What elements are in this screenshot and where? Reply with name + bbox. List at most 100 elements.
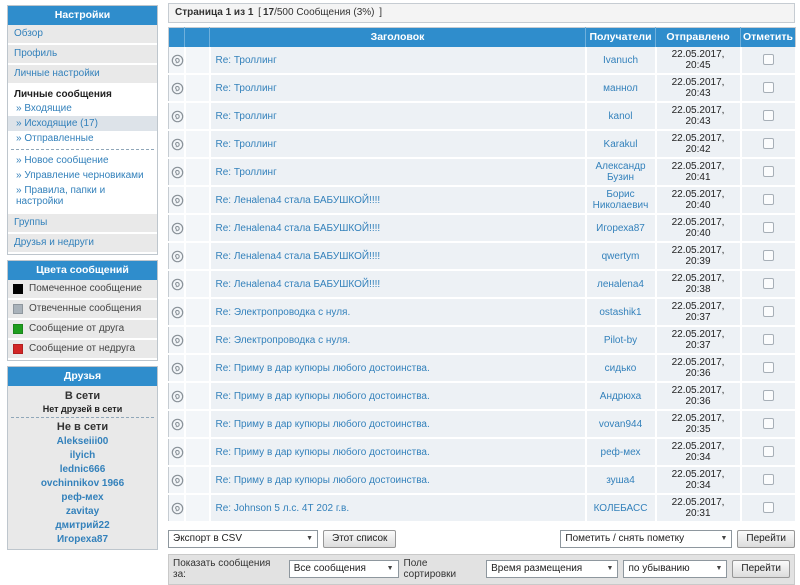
mark-checkbox[interactable] bbox=[762, 334, 774, 346]
friend-link[interactable]: lednic666 bbox=[59, 463, 106, 475]
message-subject-link[interactable]: Re: Ленаlena4 стала БАБУШКОЙ!!!! bbox=[215, 194, 381, 206]
sidebar-pm-folder[interactable]: » Отправленные bbox=[16, 133, 94, 144]
sort-field-select[interactable]: Время размещения ▼ bbox=[486, 560, 619, 578]
recipient-link[interactable]: Ivanuch bbox=[602, 54, 639, 66]
mark-checkbox[interactable] bbox=[762, 222, 774, 234]
message-recipient-cell: сидько bbox=[585, 354, 657, 383]
message-spacer-cell bbox=[184, 354, 211, 383]
mark-checkbox[interactable] bbox=[762, 502, 774, 514]
sidebar-pm-folder[interactable]: » Исходящие (17) bbox=[8, 116, 157, 131]
message-subject-link[interactable]: Re: Троллинг bbox=[215, 138, 277, 150]
mark-checkbox[interactable] bbox=[762, 54, 774, 66]
sort-order-select[interactable]: по убыванию ▼ bbox=[623, 560, 728, 578]
sidebar-item[interactable]: Профиль bbox=[8, 45, 157, 65]
message-spacer-cell bbox=[184, 270, 211, 299]
show-messages-select[interactable]: Все сообщения ▼ bbox=[288, 560, 399, 578]
mark-checkbox[interactable] bbox=[762, 446, 774, 458]
mark-checkbox[interactable] bbox=[762, 390, 774, 402]
friend-link[interactable]: Игореха87 bbox=[56, 533, 109, 545]
mark-checkbox[interactable] bbox=[762, 110, 774, 122]
message-colors-section: Цвета сообщений Помеченное сообщение Отв… bbox=[7, 260, 158, 361]
mark-checkbox[interactable] bbox=[762, 362, 774, 374]
sidebar-pm-action[interactable]: » Правила, папки и настройки bbox=[16, 185, 106, 207]
recipient-link[interactable]: Александр Бузин bbox=[595, 161, 646, 183]
message-subject-link[interactable]: Re: Ленаlena4 стала БАБУШКОЙ!!!! bbox=[215, 278, 381, 290]
recipient-link[interactable]: kanol bbox=[608, 110, 633, 122]
sidebar-item[interactable]: Группы bbox=[8, 214, 157, 234]
sidebar-pm-action[interactable]: » Новое сообщение bbox=[16, 155, 109, 166]
recipient-link[interactable]: реф-мех bbox=[600, 446, 641, 458]
message-subject-link[interactable]: Re: Ленаlena4 стала БАБУШКОЙ!!!! bbox=[215, 222, 381, 234]
friend-link[interactable]: Alekseiii00 bbox=[56, 435, 109, 447]
sent-date: 22.05.2017, 20:36 bbox=[655, 382, 742, 411]
message-subject-link[interactable]: Re: Троллинг bbox=[215, 110, 277, 122]
message-subject-link[interactable]: Re: Электропроводка с нуля. bbox=[215, 334, 351, 346]
recipient-link[interactable]: маннол bbox=[603, 82, 638, 94]
mark-checkbox[interactable] bbox=[762, 278, 774, 290]
message-subject-link[interactable]: Re: Приму в дар купюры любого достоинств… bbox=[215, 418, 430, 430]
quoted-pm-icon bbox=[171, 306, 183, 318]
recipient-link[interactable]: ленаlena4 bbox=[597, 278, 644, 290]
message-subject-link[interactable]: Re: Приму в дар купюры любого достоинств… bbox=[215, 362, 430, 374]
sent-date: 22.05.2017, 20:38 bbox=[655, 270, 742, 299]
quoted-pm-icon bbox=[171, 82, 183, 94]
recipient-link[interactable]: Karakul bbox=[603, 138, 638, 150]
mark-checkbox[interactable] bbox=[762, 250, 774, 262]
friend-link[interactable]: ovchinnikov 1966 bbox=[40, 477, 125, 489]
settings-header: Настройки bbox=[8, 6, 157, 25]
legend-label: Помеченное сообщение bbox=[29, 283, 142, 294]
quoted-pm-icon bbox=[171, 250, 183, 262]
recipient-link[interactable]: Андрюха bbox=[599, 390, 642, 402]
dropdown-arrow-icon: ▼ bbox=[306, 535, 313, 542]
message-subject-link[interactable]: Re: Электропроводка с нуля. bbox=[215, 306, 351, 318]
message-subject-link[interactable]: Re: Johnson 5 л.с. 4Т 202 г.в. bbox=[215, 502, 350, 514]
export-select[interactable]: Экспорт в CSV ▼ bbox=[168, 530, 318, 548]
sidebar-item[interactable]: Обзор bbox=[8, 25, 157, 45]
export-this-list-button[interactable]: Этот список bbox=[323, 530, 397, 548]
recipient-link[interactable]: КОЛЕБАСС bbox=[593, 502, 648, 514]
sidebar-item[interactable]: Личные настройки bbox=[8, 65, 157, 85]
sort-field-label: Поле сортировки bbox=[403, 558, 457, 580]
recipient-link[interactable]: vovan944 bbox=[598, 418, 643, 430]
recipient-link[interactable]: сидько bbox=[604, 362, 637, 374]
mark-checkbox[interactable] bbox=[762, 306, 774, 318]
recipient-link[interactable]: зуша4 bbox=[606, 474, 635, 486]
message-subject-link[interactable]: Re: Приму в дар купюры любого достоинств… bbox=[215, 446, 430, 458]
mark-checkbox[interactable] bbox=[762, 166, 774, 178]
sidebar-item[interactable]: Друзья и недруги bbox=[8, 234, 157, 254]
sent-date: 22.05.2017, 20:34 bbox=[655, 466, 742, 495]
message-subject-link[interactable]: Re: Ленаlena4 стала БАБУШКОЙ!!!! bbox=[215, 250, 381, 262]
mark-checkbox[interactable] bbox=[762, 138, 774, 150]
recipient-link[interactable]: Игореха87 bbox=[596, 222, 645, 234]
friend-link[interactable]: zavitay bbox=[65, 505, 100, 517]
quoted-pm-icon bbox=[171, 418, 183, 430]
mark-checkbox[interactable] bbox=[762, 194, 774, 206]
recipient-link[interactable]: Борис Николаевич bbox=[592, 189, 649, 211]
recipient-link[interactable]: Pilot-by bbox=[603, 334, 638, 346]
recipient-link[interactable]: ostashik1 bbox=[599, 306, 642, 318]
recipient-link[interactable]: qwertym bbox=[601, 250, 640, 262]
mark-checkbox[interactable] bbox=[762, 418, 774, 430]
sidebar-pm-action[interactable]: » Управление черновиками bbox=[16, 170, 144, 181]
friend-link[interactable]: дмитрий22 bbox=[55, 519, 110, 531]
legend-label: Отвеченные сообщения bbox=[29, 303, 142, 314]
message-subject-link[interactable]: Re: Приму в дар купюры любого достоинств… bbox=[215, 390, 430, 402]
message-count-total: /500 Сообщения (3%) bbox=[274, 7, 375, 18]
message-subject-link[interactable]: Re: Троллинг bbox=[215, 166, 277, 178]
mark-go-button[interactable]: Перейти bbox=[737, 530, 795, 548]
mark-cell bbox=[740, 382, 797, 411]
mark-checkbox[interactable] bbox=[762, 82, 774, 94]
message-colors-legend: Помеченное сообщение Отвеченные сообщени… bbox=[8, 280, 157, 360]
mark-checkbox[interactable] bbox=[762, 474, 774, 486]
friend-link[interactable]: реф-мех bbox=[61, 491, 104, 503]
mark-action-select[interactable]: Пометить / снять пометку ▼ bbox=[560, 530, 733, 548]
message-subject-link[interactable]: Re: Троллинг bbox=[215, 82, 277, 94]
legend-color-swatch bbox=[13, 323, 23, 334]
message-subject-link[interactable]: Re: Троллинг bbox=[215, 54, 277, 66]
sidebar-pm-folder[interactable]: » Входящие bbox=[16, 103, 72, 114]
display-go-button[interactable]: Перейти bbox=[732, 560, 790, 578]
main-content: Страница 1 из 1 [17/500 Сообщения (3%) ]… bbox=[168, 3, 797, 585]
sent-date: 22.05.2017, 20:39 bbox=[655, 242, 742, 271]
friend-link[interactable]: ilyich bbox=[69, 449, 96, 461]
message-subject-link[interactable]: Re: Приму в дар купюры любого достоинств… bbox=[215, 474, 430, 486]
